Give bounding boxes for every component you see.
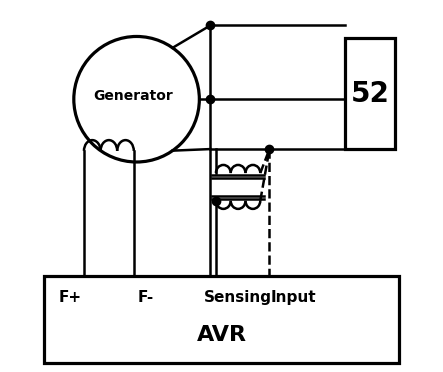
Text: AVR: AVR	[197, 326, 246, 346]
Text: Generator: Generator	[93, 89, 173, 103]
Bar	[44, 276, 399, 363]
Text: F+: F+	[58, 290, 82, 305]
Text: Input: Input	[271, 290, 316, 305]
Text: F-: F-	[138, 290, 154, 305]
Text: Sensing: Sensing	[204, 290, 272, 305]
Text: 52: 52	[351, 80, 389, 108]
Bar	[345, 38, 395, 149]
